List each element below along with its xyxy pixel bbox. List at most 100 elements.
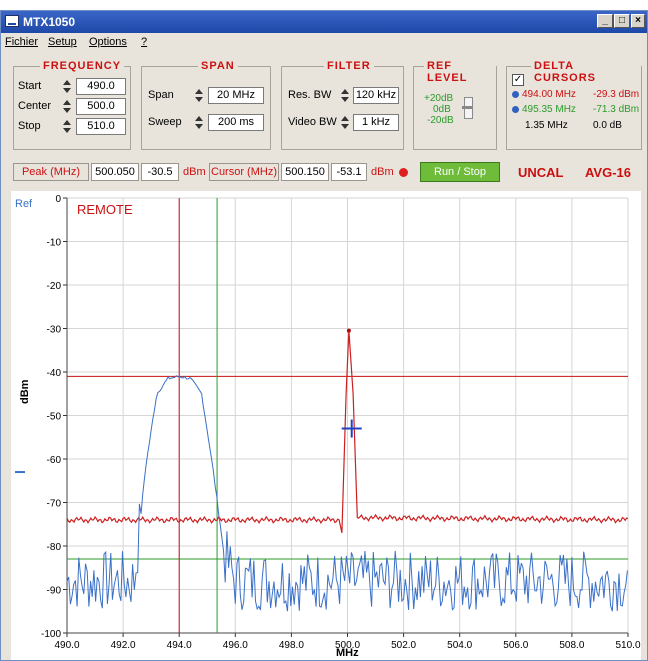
sweep-spinner-icon[interactable] (194, 116, 203, 130)
title-bar: MTX1050 _ □ × (1, 11, 647, 33)
x-tick-label: 494.0 (167, 640, 192, 651)
y-tick-label: -10 (47, 238, 62, 249)
delta-cursors-title: DELTA CURSORS (531, 60, 641, 84)
cursor1-level: -29.3 dBm (593, 89, 640, 100)
y-tick-label: -80 (47, 542, 62, 553)
filter-title: FILTER (324, 60, 374, 72)
menu-setup[interactable]: Setup (48, 36, 77, 48)
y-tick-label: -30 (47, 325, 62, 336)
menu-fichier[interactable]: Fichier (5, 36, 39, 48)
x-axis-label: MHz (336, 647, 359, 659)
sweep-label: Sweep (148, 116, 182, 128)
status-bar: Peak (MHz) 500.050 -30.5 dBm Cursor (MHz… (13, 161, 638, 187)
videobw-spinner-icon[interactable] (340, 116, 349, 130)
remote-label: REMOTE (77, 202, 133, 217)
x-tick-label: 496.0 (223, 640, 248, 651)
x-tick-label: 498.0 (279, 640, 304, 651)
cursor2-level: -71.3 dBm (593, 104, 640, 115)
ref-label: Ref (15, 198, 33, 210)
y-tick-label: -50 (47, 412, 62, 423)
peak-marker (346, 328, 351, 333)
y-axis-label: dBm (19, 379, 31, 404)
x-tick-label: 510.0 (615, 640, 640, 651)
resbw-label: Res. BW (288, 89, 332, 101)
y-tick-label: 0 (55, 194, 61, 205)
close-button[interactable]: × (631, 14, 645, 28)
red-trace (66, 330, 629, 534)
center-spinner-icon[interactable] (62, 100, 71, 114)
stop-spinner-icon[interactable] (62, 120, 71, 134)
cursor-label: Cursor (MHz) (209, 163, 279, 181)
blue-trace (66, 375, 628, 612)
stop-label: Stop (18, 120, 41, 132)
resbw-spinner-icon[interactable] (340, 89, 349, 103)
window-title: MTX1050 (23, 15, 76, 29)
cursor1-dot-icon (512, 90, 519, 98)
peak-level: -30.5 (141, 163, 179, 181)
cursor1-freq: 494.00 MHz (522, 89, 576, 100)
cursor-freq: 500.150 (281, 163, 329, 181)
center-label: Center (18, 100, 52, 112)
menu-help[interactable]: ? (141, 36, 148, 48)
frequency-title: FREQUENCY (40, 60, 125, 72)
x-tick-label: 492.0 (111, 640, 136, 651)
y-tick-label: -100 (41, 629, 61, 640)
span-spinner-icon[interactable] (194, 89, 203, 103)
x-tick-label: 502.0 (391, 640, 416, 651)
y-tick-label: -90 (47, 586, 62, 597)
uncal-indicator: UNCAL (518, 165, 564, 180)
sweep-field[interactable]: 200 ms (208, 114, 264, 131)
y-tick-label: -60 (47, 455, 62, 466)
run-stop-button[interactable]: Run / Stop (420, 162, 500, 182)
y-tick-label: -40 (47, 368, 62, 379)
start-spinner-icon[interactable] (62, 80, 71, 94)
peak-freq: 500.050 (91, 163, 139, 181)
start-field[interactable]: 490.0 (76, 78, 126, 95)
ref-minus20-label[interactable]: -20dB (427, 115, 454, 126)
peak-unit: dBm (183, 166, 206, 178)
y-tick-label: -70 (47, 499, 62, 510)
spectrum-plot[interactable]: 0 -10 -20 -30 -40 -50 -60 -70 -80 -90 -100 490.0 492… (11, 191, 641, 661)
cursor1-readout: 494.00 MHz (512, 89, 576, 100)
cursor2-dot-icon (512, 105, 519, 113)
cursor-unit: dBm (371, 166, 394, 178)
span-field[interactable]: 20 MHz (208, 87, 264, 104)
x-tick-label: 490.0 (54, 640, 79, 651)
videobw-field[interactable]: 1 kHz (353, 114, 399, 131)
span-title: SPAN (198, 60, 238, 72)
ref-level-title: REF LEVEL (424, 60, 496, 84)
span-label: Span (148, 89, 174, 101)
maximize-button[interactable]: □ (614, 14, 630, 28)
x-tick-label: 504.0 (447, 640, 472, 651)
ref-level-slider-thumb[interactable] (462, 106, 473, 109)
ref-plus20-label[interactable]: +20dB (424, 93, 454, 104)
menu-options[interactable]: Options (89, 36, 127, 48)
x-tick-label: 508.0 (559, 640, 584, 651)
peak-label: Peak (MHz) (13, 163, 89, 181)
delta-cursors-checkbox[interactable]: ✓ (512, 74, 524, 86)
ref-level-panel: REF LEVEL +20dB 0dB -20dB (413, 60, 497, 150)
videobw-label: Video BW (288, 116, 337, 128)
x-tick-label: 506.0 (503, 640, 528, 651)
app-icon (5, 15, 19, 27)
delta-freq: 1.35 MHz (525, 120, 568, 131)
cursor2-freq: 495.35 MHz (522, 104, 576, 115)
resbw-field[interactable]: 120 kHz (353, 87, 399, 104)
stop-field[interactable]: 510.0 (76, 118, 126, 135)
avg-indicator: AVG-16 (585, 165, 631, 180)
frequency-panel: FREQUENCY Start 490.0 Center 500.0 Stop … (13, 60, 131, 150)
record-dot-icon (399, 168, 408, 177)
filter-panel: FILTER Res. BW 120 kHz Video BW 1 kHz (281, 60, 404, 150)
menu-bar: Fichier Setup Options ? (1, 33, 647, 51)
x-tick-label: 500.0 (335, 640, 360, 651)
y-tick-label: -20 (47, 281, 62, 292)
delta-level: 0.0 dB (593, 120, 622, 131)
cursor-level: -53.1 (331, 163, 367, 181)
start-label: Start (18, 80, 42, 92)
delta-cursors-panel: DELTA CURSORS ✓ 494.00 MHz -29.3 dBm 495… (506, 60, 642, 150)
ref-0-label[interactable]: 0dB (433, 104, 451, 115)
center-field[interactable]: 500.0 (76, 98, 126, 115)
cursor2-readout: 495.35 MHz (512, 104, 576, 115)
minimize-button[interactable]: _ (597, 14, 613, 28)
